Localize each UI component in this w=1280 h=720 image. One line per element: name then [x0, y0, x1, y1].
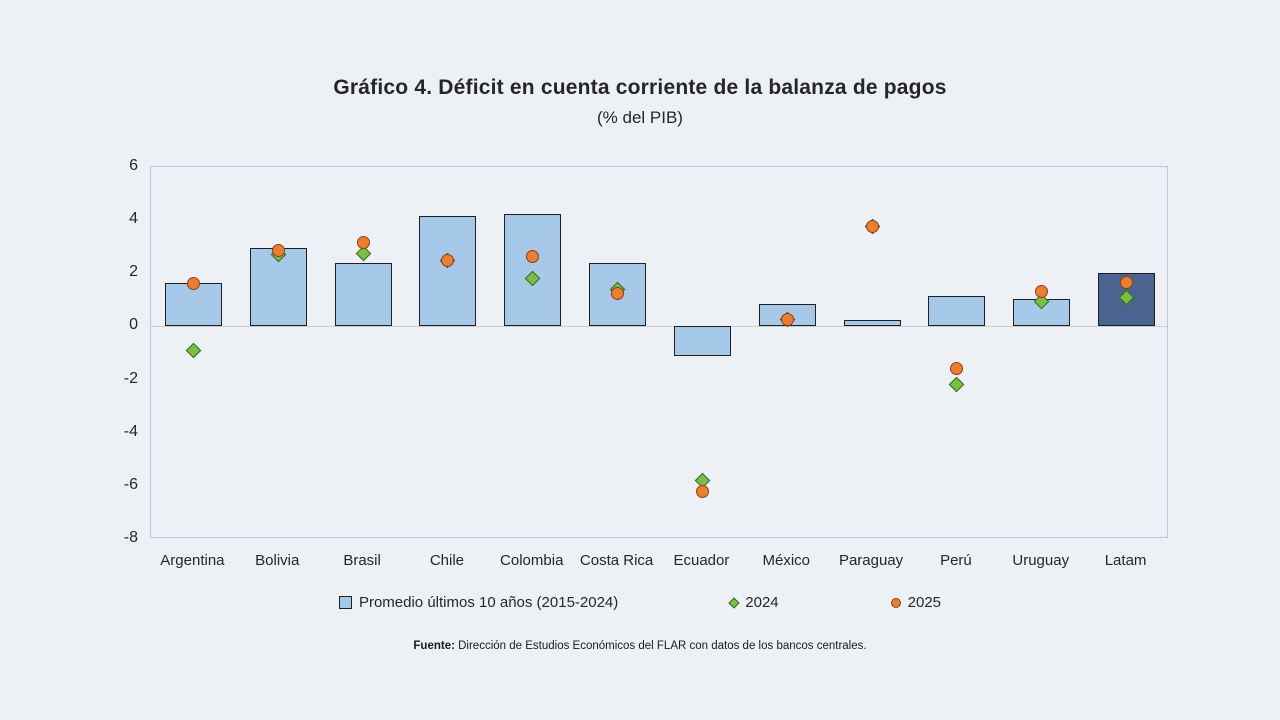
bar-paraguay [843, 319, 901, 327]
plot-area [150, 166, 1168, 538]
x-axis-label: Bolivia [255, 552, 300, 569]
y-tick-label: 6 [129, 157, 138, 174]
bar-brasil [334, 262, 392, 327]
marker-2025-circle [526, 249, 540, 263]
legend-label-average: Promedio últimos 10 años (2015-2024) [358, 594, 619, 611]
circle-2025-swatch-icon [890, 597, 901, 608]
chart-subtitle: (% del PIB) [597, 108, 683, 127]
x-axis-label: Costa Rica [579, 552, 654, 569]
legend-item-average: Promedio últimos 10 años (2015-2024) [338, 594, 619, 611]
bar-colombia [504, 213, 562, 327]
y-tick-label: 4 [129, 210, 138, 228]
x-axis-label: Paraguay [838, 552, 904, 569]
x-axis-label: Latam [1104, 552, 1147, 569]
marker-2025-circle [271, 244, 285, 258]
source-label: Fuente: [413, 640, 455, 652]
source-text: Dirección de Estudios Económicos del FLA… [454, 640, 867, 652]
bar-chile [419, 216, 477, 327]
average-bar-swatch-icon [338, 596, 352, 609]
bar-ecuador [673, 326, 731, 356]
legend: Promedio últimos 10 años (2015-2024) 202… [0, 594, 1280, 611]
x-axis-label: Chile [429, 552, 464, 569]
marker-2025-circle [1035, 285, 1049, 299]
marker-2025-circle [356, 236, 370, 250]
marker-2025-circle [950, 362, 964, 376]
legend-label-2024: 2024 [745, 594, 779, 611]
x-axis-label: Colombia [500, 552, 564, 569]
x-axis-label: México [762, 552, 810, 569]
marker-2024-diamond [185, 342, 202, 359]
marker-2024-diamond [949, 377, 965, 393]
x-axis-label: Perú [940, 552, 972, 569]
legend-label-2025: 2025 [907, 594, 942, 611]
chart-title: Gráfico 4. Déficit en cuenta corriente d… [333, 76, 947, 99]
x-axis-label: Brasil [343, 552, 381, 569]
marker-2025-circle [1120, 276, 1134, 290]
bar-uruguay [1013, 298, 1071, 327]
legend-item-2024: 2024 [728, 594, 779, 611]
marker-2025-circle [441, 253, 455, 267]
source-note: Fuente: Dirección de Estudios Económicos… [0, 640, 1280, 652]
x-axis-label: Ecuador [673, 552, 730, 569]
marker-2025-circle [186, 277, 200, 291]
marker-2025-circle [780, 313, 794, 327]
marker-2025-circle [865, 220, 879, 234]
y-tick-label: -2 [123, 369, 138, 387]
zero-axis-line [151, 326, 1167, 328]
bar-perú [928, 295, 986, 327]
marker-2025-circle [611, 286, 625, 300]
y-tick-label: -8 [123, 529, 138, 546]
marker-2025-circle [695, 484, 709, 498]
y-tick-label: 0 [129, 316, 138, 334]
diamond-2024-swatch-icon [728, 596, 740, 609]
legend-item-2025: 2025 [890, 594, 942, 611]
x-axis-label: Argentina [160, 552, 225, 569]
x-axis-label: Uruguay [1012, 552, 1070, 569]
y-tick-label: -4 [123, 422, 138, 440]
y-tick-label: -6 [123, 475, 138, 493]
y-tick-label: 2 [129, 263, 138, 281]
